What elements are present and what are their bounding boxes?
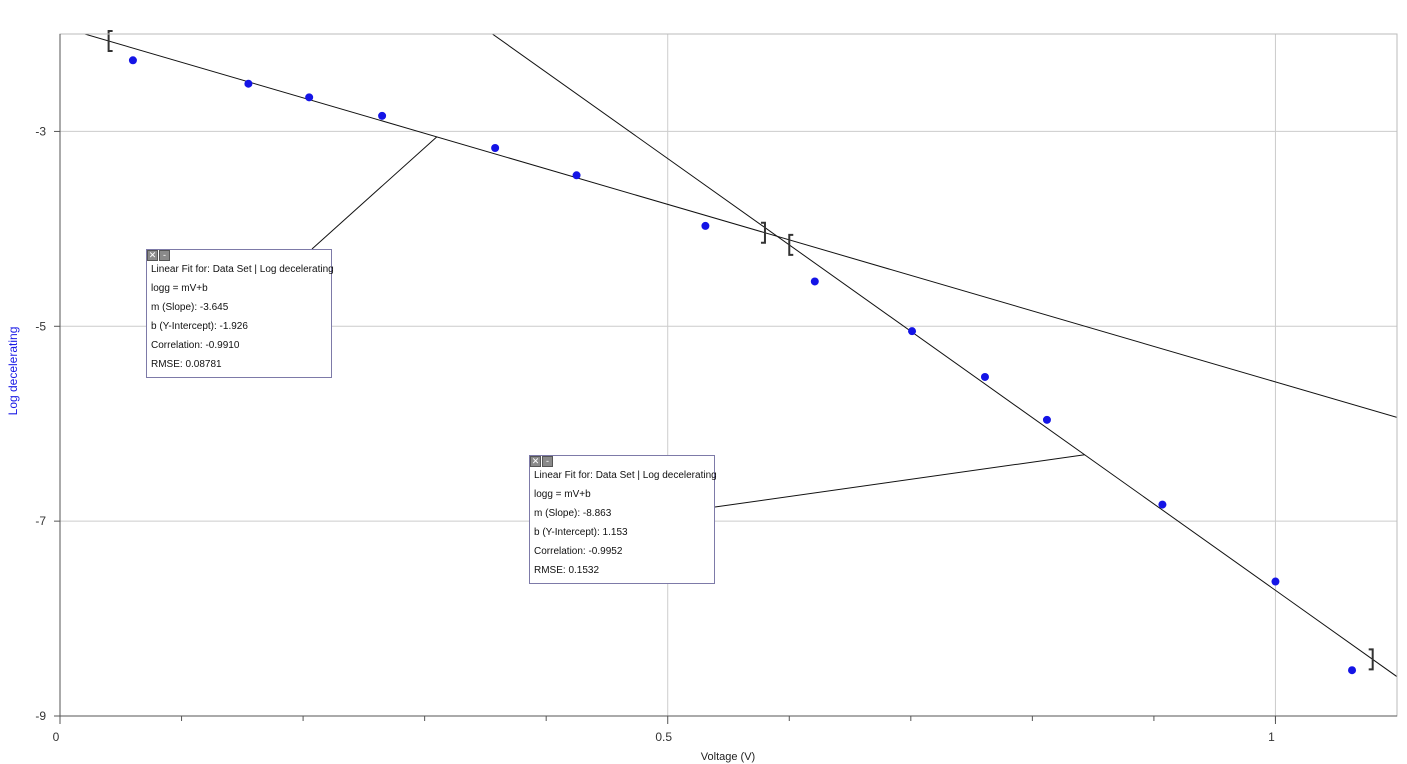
fit-line-1 [82, 34, 1397, 418]
fit-line-2 [491, 34, 1397, 678]
fit-intercept: b (Y-Intercept): 1.153 [534, 527, 628, 538]
data-point [810, 277, 819, 286]
fit-equation: logg = mV+b [534, 489, 591, 500]
fit-correlation: Correlation: -0.9952 [534, 546, 623, 557]
fit-slope: m (Slope): -8.863 [534, 508, 612, 519]
minimize-icon[interactable]: - [159, 250, 170, 261]
fit-correlation: Correlation: -0.9910 [151, 340, 240, 351]
data-point [908, 327, 917, 336]
data-point [244, 79, 253, 88]
y-tick-label: -9 [35, 709, 46, 723]
linear-fit-box-1[interactable]: ✕ - Linear Fit for: Data Set | Log decel… [146, 249, 334, 378]
y-tick-label: -3 [35, 124, 46, 138]
fit-lines [82, 34, 1397, 678]
close-icon[interactable]: ✕ [530, 456, 541, 467]
fit-range-end-bracket [760, 221, 766, 244]
linear-fit-box-2[interactable]: ✕ - Linear Fit for: Data Set | Log decel… [529, 455, 717, 584]
data-point [1271, 577, 1280, 586]
x-tick-label: 0.5 [655, 730, 672, 744]
data-point [378, 111, 387, 120]
data-point [1158, 500, 1167, 509]
y-tick-label: -7 [35, 514, 46, 528]
fit-slope: m (Slope): -3.645 [151, 302, 229, 313]
y-tick-label: -5 [35, 319, 46, 333]
data-point [572, 171, 581, 180]
data-point [305, 93, 314, 102]
data-point [701, 221, 710, 230]
fit-intercept: b (Y-Intercept): -1.926 [151, 321, 248, 332]
fit-range-brackets[interactable] [107, 29, 1374, 671]
data-point [128, 56, 137, 65]
fit-title: Linear Fit for: Data Set | Log decelerat… [151, 264, 334, 275]
x-tick-label: 0 [53, 730, 60, 744]
data-point [980, 372, 989, 381]
data-point [491, 143, 500, 152]
fit-rmse: RMSE: 0.08781 [151, 359, 222, 370]
y-axis-title: Log decelerating [6, 327, 20, 416]
x-axis-title: Voltage (V) [701, 751, 755, 763]
data-point [1042, 415, 1051, 424]
data-point [1348, 666, 1357, 675]
leader-line-2 [714, 454, 1085, 508]
leader-line-1 [311, 136, 438, 250]
fit-range-start-bracket [788, 233, 794, 256]
minimize-icon[interactable]: - [542, 456, 553, 467]
fit-equation: logg = mV+b [151, 283, 208, 294]
x-tick-label: 1 [1268, 730, 1275, 744]
fit-range-end-bracket [1368, 648, 1374, 671]
fit-title: Linear Fit for: Data Set | Log decelerat… [534, 470, 717, 481]
data-points [128, 56, 1357, 675]
fit-rmse: RMSE: 0.1532 [534, 565, 600, 576]
fit-range-start-bracket [107, 29, 113, 52]
fit-leader-lines [311, 136, 1085, 508]
close-icon[interactable]: ✕ [147, 250, 158, 261]
axes: 0 0.5 1 -3 -5 -7 -9 [35, 33, 1398, 744]
